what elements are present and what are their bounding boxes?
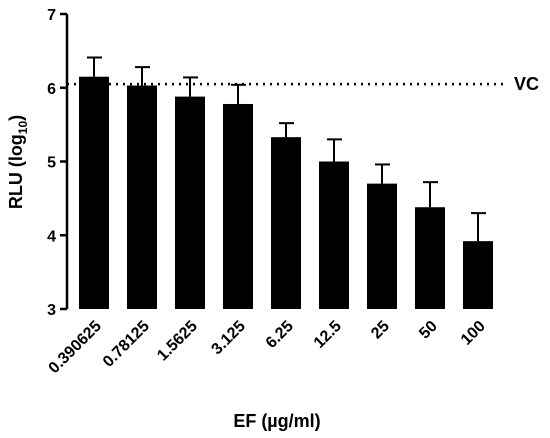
y-tick-label: 4 [47,228,56,245]
y-tick-label: 6 [47,81,56,98]
x-tick-label: 1.5625 [154,318,201,365]
bar [79,76,109,309]
x-axis-title: EF (µg/ml) [233,411,320,431]
bar [175,96,205,309]
x-tick-label: 100 [458,318,489,349]
y-axis-title-close: ) [6,115,26,121]
bar [367,183,397,309]
y-axis-title: RLU (log10) [6,115,30,209]
bar [463,241,493,309]
y-axis-title-main: RLU (log [6,134,26,209]
x-tick-label: 25 [368,318,393,343]
y-axis-title-subscript: 10 [16,121,30,135]
bar [223,103,253,309]
bar [127,85,157,309]
x-tick-label: 6.25 [263,318,297,352]
x-tick-label: 0.390625 [46,318,105,377]
y-tick-label: 3 [47,302,56,319]
bar [271,137,301,309]
svg-text:RLU (log10): RLU (log10) [6,115,30,209]
x-tick-label: 50 [416,318,441,343]
y-tick-label: 5 [47,155,56,172]
x-tick-label: 0.78125 [100,318,153,371]
bar [415,207,445,309]
x-tick-label: 3.125 [208,318,248,358]
bar [319,161,349,309]
y-tick-label: 7 [47,7,56,24]
reference-line-label: VC [514,74,539,94]
x-tick-label: 12.5 [311,318,345,352]
